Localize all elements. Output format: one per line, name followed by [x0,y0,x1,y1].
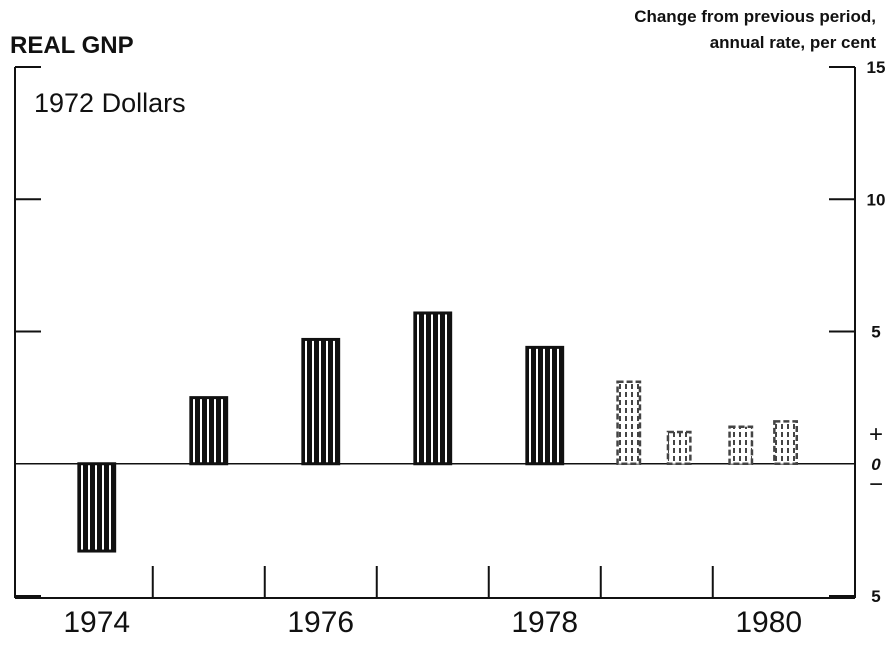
chart-title: REAL GNP [10,32,134,59]
sign-label: − [869,471,883,498]
bar [773,420,799,465]
x-tick-label: 1974 [63,606,130,639]
bar [301,337,341,466]
x-tick-label: 1980 [735,606,802,639]
bar [616,380,642,466]
sign-label: + [869,421,883,448]
bar [189,396,229,466]
bar [525,345,565,466]
bar [77,462,117,553]
y-tick-label: 5 [871,587,880,606]
y-tick-label: 0 [871,455,881,474]
y-tick-label: 5 [871,323,880,342]
bar [666,430,692,466]
x-tick-label: 1976 [287,606,354,639]
x-tick-label: 1978 [511,606,578,639]
axis-label: annual rate, per cent [710,33,877,52]
bar [413,311,453,466]
y-tick-label: 15 [867,58,886,77]
chart-subtitle: 1972 Dollars [34,88,186,118]
bar [728,425,754,465]
y-tick-label: 10 [867,190,886,209]
axis-label: Change from previous period, [634,7,876,26]
